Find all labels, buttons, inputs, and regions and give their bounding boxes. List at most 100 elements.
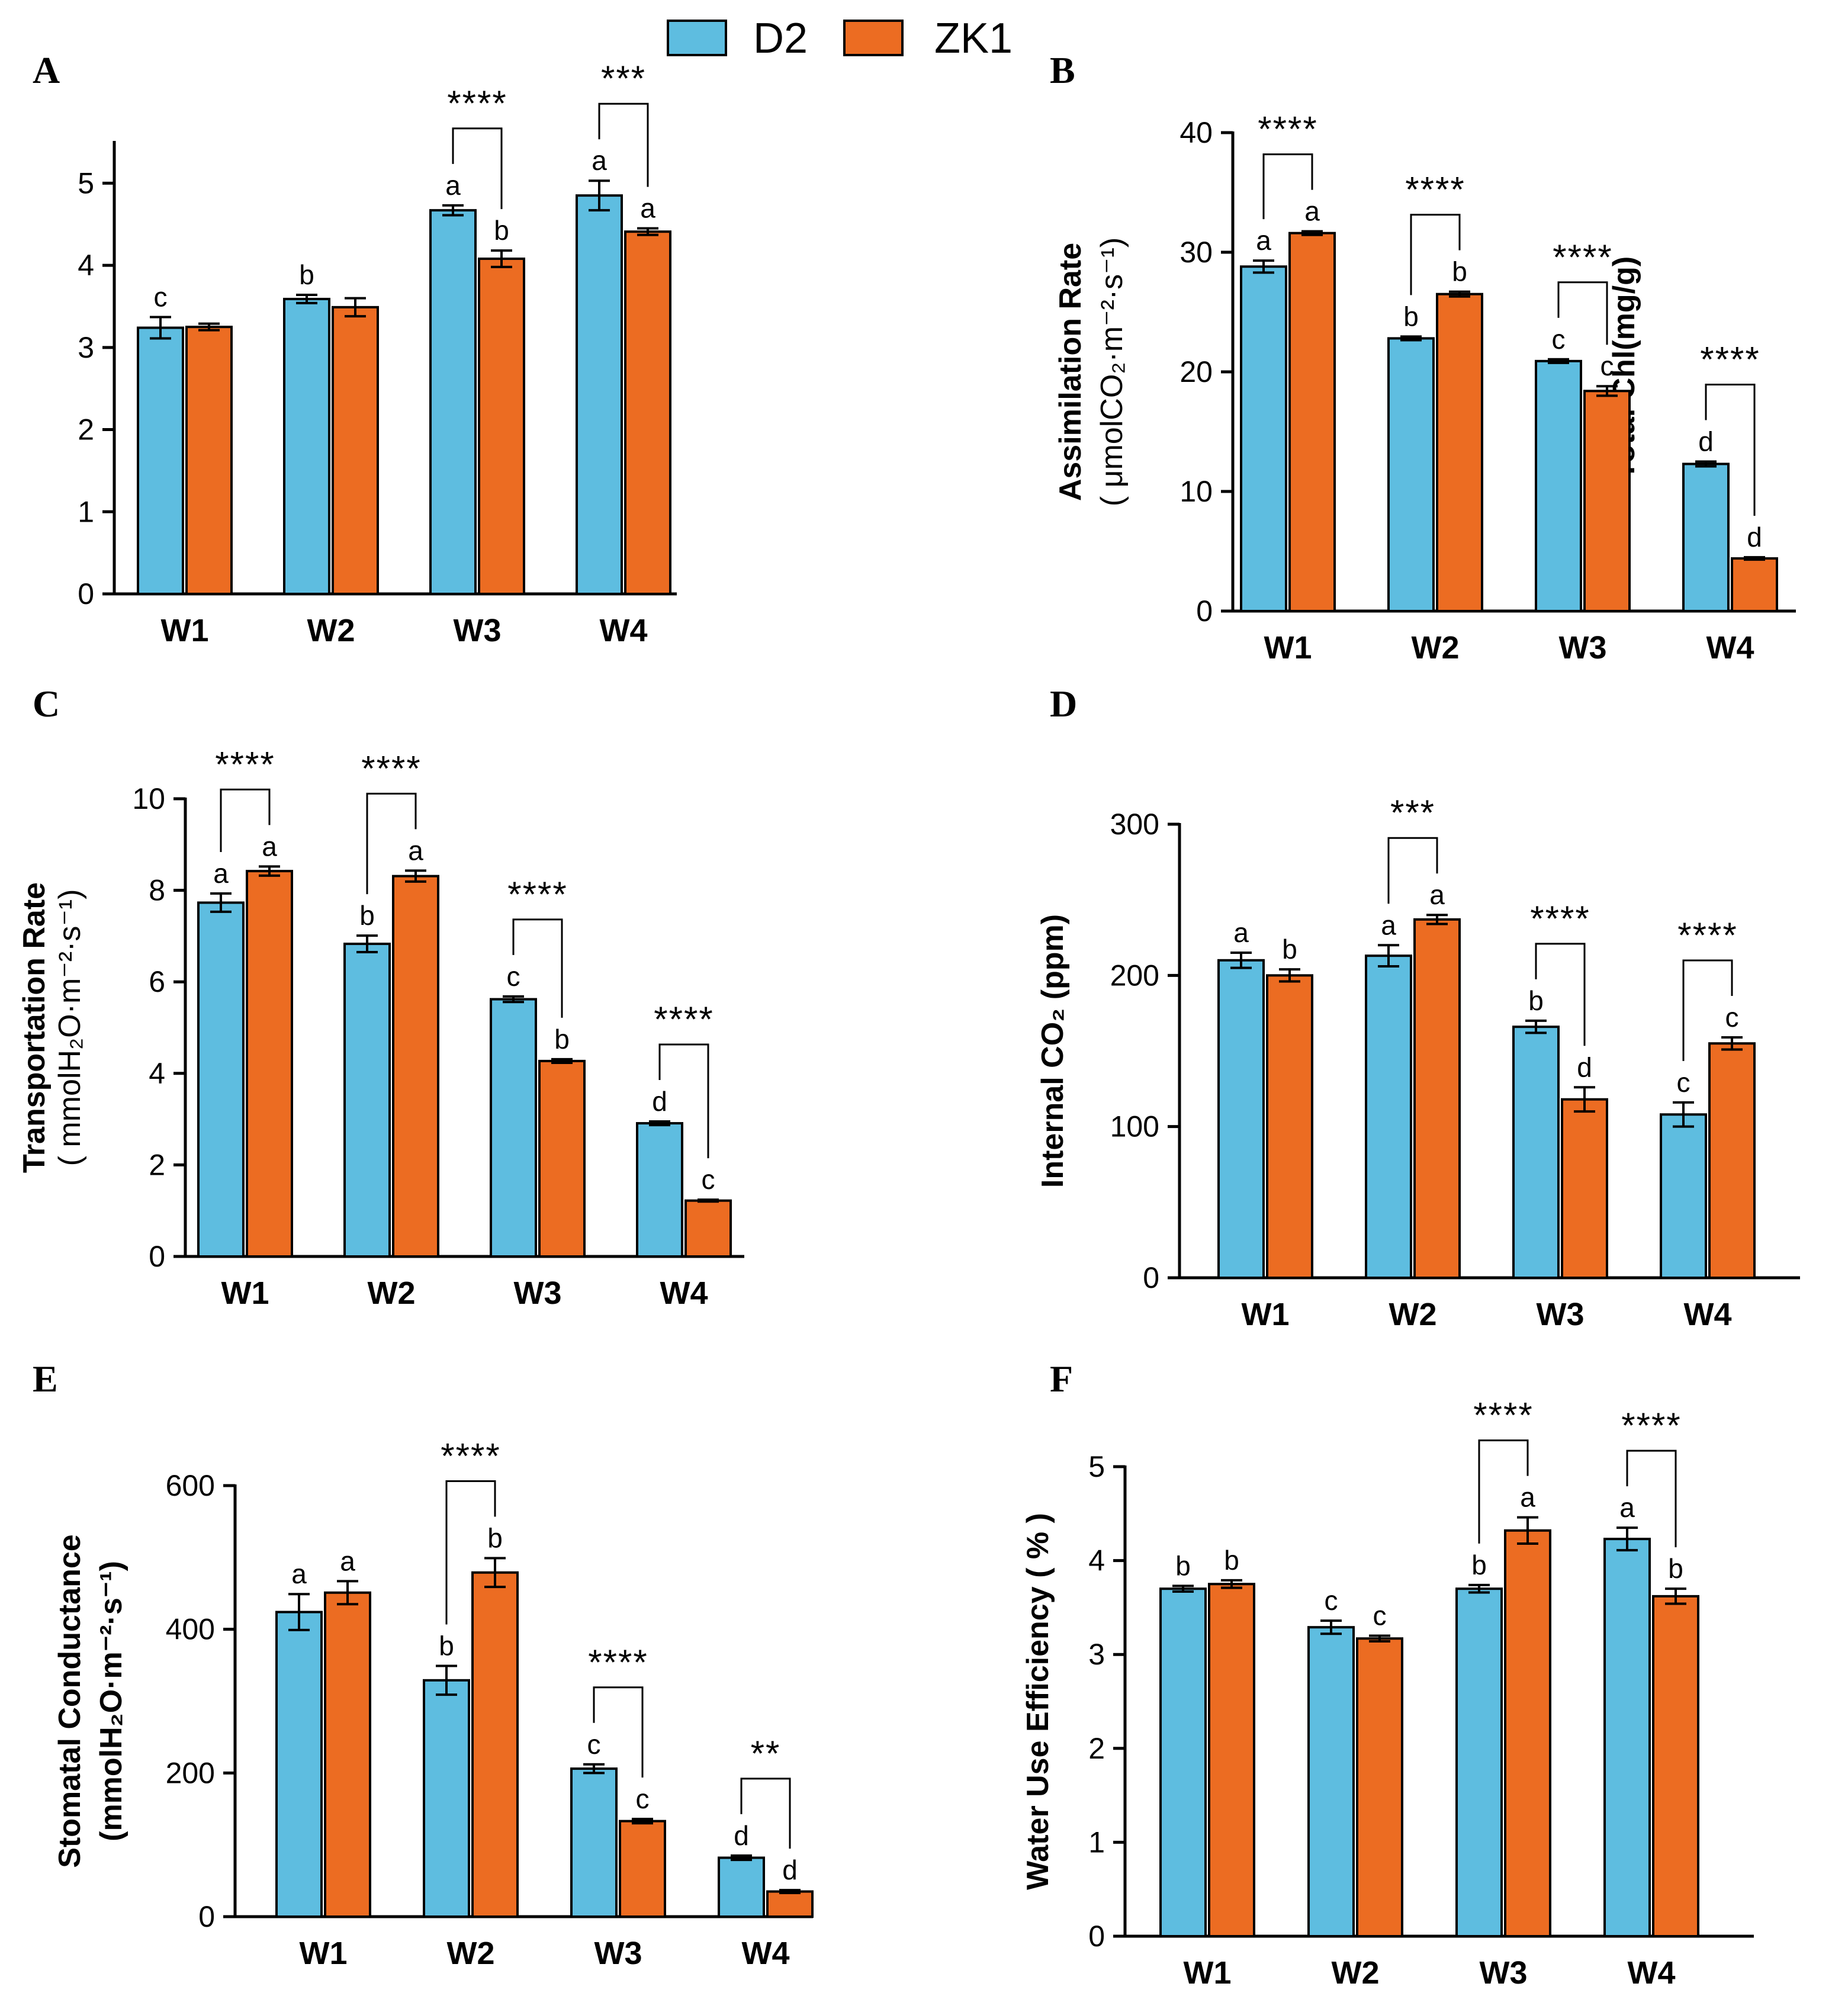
y-axis-label: Internal CO₂ (ppm) [1036, 914, 1070, 1188]
significance-stars: **** [1405, 170, 1465, 210]
y-tick-label: 1 [1088, 1825, 1105, 1859]
bar-zk1-w1 [324, 1591, 371, 1918]
significance-letter: b [1175, 1550, 1191, 1581]
y-axis-label: Water Use Efficiency ( % ) [1021, 1513, 1055, 1890]
panel-f: F Water Use Efficiency ( % ) 0 1 2 3 4 5 b b W1 c c W… [1021, 1358, 1754, 1991]
y-tick-label: 8 [149, 874, 165, 907]
significance-stars: **** [447, 83, 507, 123]
significance-letter: a [213, 858, 229, 889]
significance-letter: b [494, 215, 509, 246]
bar-d2-w2 [1307, 1626, 1355, 1938]
significance-letter: a [291, 1558, 307, 1589]
significance-bracket [1557, 281, 1608, 345]
x-tick-label: W2 [1389, 1297, 1437, 1332]
x-tick-label: W2 [1332, 1955, 1380, 1991]
bar-zk1-w4 [684, 1199, 732, 1258]
significance-letter: b [1452, 256, 1467, 287]
panel-d: D Internal CO₂ (ppm) 0 100 200 300 a b W1 a a W2 ***… [1036, 683, 1800, 1332]
significance-letter: c [1725, 1002, 1739, 1033]
bar-zk1-w3 [1504, 1529, 1551, 1937]
y-tick-label: 6 [149, 965, 165, 998]
panel-e: E Stomatal Conductance (mmolH₂O·m⁻²·s⁻¹) 0 2… [33, 1358, 814, 1971]
bar-d2-w1 [197, 901, 245, 1258]
significance-stars: **** [1677, 915, 1737, 955]
bar-d2-w4 [1660, 1113, 1707, 1279]
significance-letter: a [445, 170, 461, 201]
y-tick-label: 30 [1179, 236, 1213, 269]
y-tick-label: 0 [198, 1900, 215, 1933]
significance-letter: d [782, 1854, 798, 1885]
significance-letter: b [1528, 985, 1544, 1016]
y-tick-label: 0 [1196, 594, 1213, 628]
significance-bracket [598, 102, 649, 187]
panel-label: F [1050, 1358, 1073, 1400]
bar-d2-w1 [275, 1611, 323, 1918]
significance-letter: a [1429, 879, 1445, 910]
significance-stars: **** [1258, 110, 1317, 149]
significance-stars: **** [1473, 1396, 1533, 1435]
significance-stars: **** [361, 748, 421, 788]
significance-stars: **** [1700, 340, 1760, 380]
x-tick-label: W3 [514, 1275, 562, 1311]
significance-letter: a [262, 831, 277, 862]
y-tick-label: 600 [166, 1469, 215, 1502]
y-axis-label: ( μmolCO₂·m⁻²·s⁻¹) [1095, 237, 1129, 507]
panel-label: E [33, 1358, 58, 1400]
y-axis-label: Stomatal Conductance [53, 1534, 87, 1868]
bar-d2-w2 [343, 943, 391, 1258]
y-tick-label: 4 [78, 249, 94, 282]
significance-bracket [1535, 943, 1586, 1046]
x-tick-label: W3 [454, 613, 502, 648]
bar-zk1-w2 [332, 306, 379, 595]
bar-d2-w3 [1535, 359, 1582, 612]
significance-letter: d [652, 1086, 667, 1117]
significance-letter: a [1256, 225, 1271, 256]
bar-zk1-w1 [185, 326, 233, 595]
significance-bracket [220, 788, 271, 853]
y-tick-label: 2 [149, 1148, 165, 1181]
x-tick-label: W4 [1684, 1297, 1732, 1332]
bar-d2-w4 [636, 1122, 683, 1258]
significance-stars: **** [1553, 237, 1612, 277]
x-tick-label: W4 [1628, 1955, 1676, 1991]
significance-letter: a [640, 193, 655, 224]
significance-bracket [1478, 1439, 1529, 1544]
significance-stars: **** [1530, 899, 1590, 938]
x-tick-label: W2 [447, 1936, 495, 1971]
y-tick-label: 0 [149, 1240, 165, 1273]
significance-bracket [1626, 1449, 1677, 1548]
bar-zk1-w1 [1288, 232, 1336, 612]
bar-d2-w1 [137, 326, 184, 595]
significance-bracket [1682, 959, 1733, 1061]
significance-letter: b [1282, 934, 1297, 965]
bar-d2-w2 [283, 297, 330, 595]
bar-zk1-w2 [392, 875, 439, 1258]
significance-letter: a [1233, 917, 1249, 948]
significance-letter: c [1677, 1067, 1690, 1098]
y-tick-label: 0 [78, 577, 94, 610]
bar-zk1-w2 [1413, 918, 1461, 1279]
significance-letter: c [1325, 1585, 1338, 1616]
significance-letter: d [734, 1820, 749, 1851]
bar-d2-w1 [1240, 265, 1287, 612]
significance-letter: c [1600, 351, 1614, 381]
x-tick-label: W3 [1537, 1297, 1585, 1332]
panel-label: B [1050, 49, 1075, 91]
bar-d2-w3 [1455, 1587, 1503, 1937]
significance-letter: b [1668, 1553, 1683, 1584]
y-tick-label: 3 [78, 331, 94, 364]
y-axis-label: Assimilation Rate [1053, 243, 1088, 501]
significance-stars: **** [507, 875, 567, 914]
bar-d2-w1 [1159, 1587, 1207, 1937]
significance-letter: d [1698, 426, 1714, 457]
bar-zk1-w3 [1583, 390, 1631, 612]
y-tick-label: 3 [1088, 1638, 1105, 1671]
y-tick-label: 4 [1088, 1544, 1105, 1577]
bar-d2-w4 [718, 1856, 765, 1918]
bar-d2-w3 [490, 998, 537, 1258]
significance-letter: d [1577, 1052, 1592, 1082]
significance-letter: d [1747, 522, 1762, 552]
significance-bracket [512, 918, 563, 1018]
significance-bracket [658, 1043, 709, 1159]
